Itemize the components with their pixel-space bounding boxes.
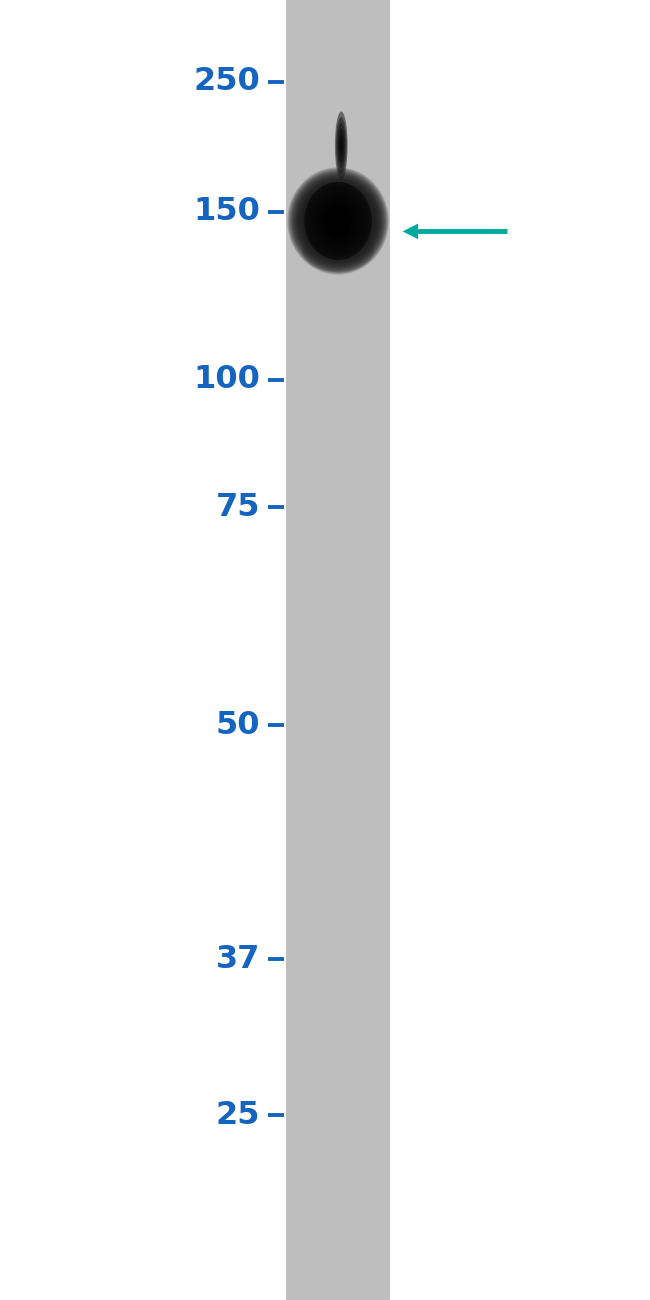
Ellipse shape: [287, 168, 389, 274]
Ellipse shape: [306, 188, 370, 254]
Ellipse shape: [295, 177, 381, 265]
Ellipse shape: [300, 182, 376, 260]
Ellipse shape: [304, 186, 372, 256]
Ellipse shape: [336, 117, 346, 174]
Ellipse shape: [294, 176, 382, 266]
Ellipse shape: [307, 186, 369, 256]
Ellipse shape: [313, 192, 363, 250]
Ellipse shape: [302, 185, 374, 257]
Ellipse shape: [310, 188, 366, 254]
Ellipse shape: [289, 170, 387, 272]
Text: 150: 150: [193, 196, 260, 227]
Ellipse shape: [318, 199, 358, 243]
Ellipse shape: [298, 181, 378, 261]
Ellipse shape: [311, 195, 365, 247]
Ellipse shape: [291, 172, 385, 270]
Ellipse shape: [311, 194, 365, 248]
Text: 50: 50: [216, 710, 260, 741]
Ellipse shape: [309, 192, 367, 250]
Ellipse shape: [340, 140, 343, 151]
Ellipse shape: [322, 202, 354, 240]
Ellipse shape: [339, 134, 343, 157]
Ellipse shape: [302, 183, 374, 259]
Text: 75: 75: [216, 491, 260, 523]
Ellipse shape: [298, 179, 378, 263]
Ellipse shape: [316, 195, 360, 247]
Ellipse shape: [309, 194, 367, 248]
Ellipse shape: [335, 112, 348, 179]
Ellipse shape: [293, 174, 383, 268]
Bar: [286, 0, 390, 1300]
Ellipse shape: [289, 169, 387, 273]
Text: 37: 37: [216, 944, 260, 975]
Ellipse shape: [338, 129, 344, 162]
Ellipse shape: [305, 187, 371, 255]
Text: 100: 100: [193, 364, 260, 395]
Ellipse shape: [302, 229, 374, 272]
Ellipse shape: [324, 205, 352, 237]
Ellipse shape: [292, 173, 384, 269]
Text: 250: 250: [193, 66, 260, 98]
Ellipse shape: [307, 190, 369, 252]
Ellipse shape: [307, 191, 369, 251]
Ellipse shape: [291, 170, 385, 272]
Ellipse shape: [337, 122, 346, 168]
Ellipse shape: [304, 182, 372, 260]
Text: 25: 25: [216, 1100, 260, 1131]
Ellipse shape: [300, 182, 376, 260]
Ellipse shape: [296, 178, 380, 264]
